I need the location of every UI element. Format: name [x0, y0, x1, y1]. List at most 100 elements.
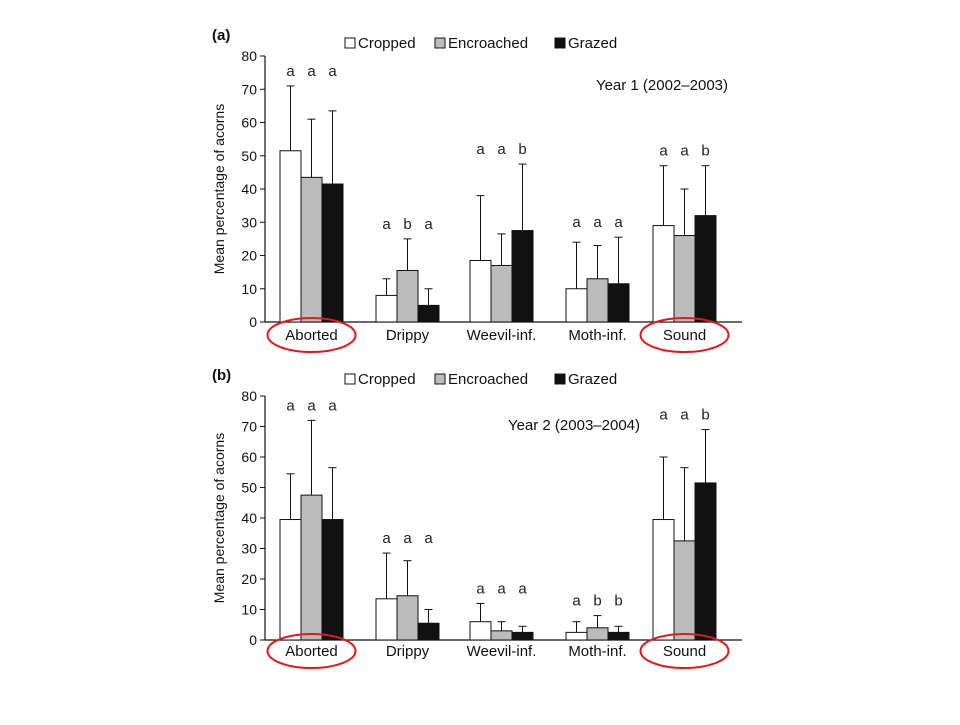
- bar-weevil-inf--encroached: [490, 264, 513, 323]
- significance-letter: a: [307, 397, 316, 414]
- bar-aborted-grazed: [321, 183, 344, 323]
- significance-letter: b: [593, 593, 601, 610]
- bar-drippy-encroached: [396, 269, 419, 323]
- highlight-ellipse: [266, 633, 357, 669]
- significance-letter: a: [497, 580, 506, 597]
- significance-letter: a: [382, 216, 391, 233]
- significance-letter: a: [659, 407, 668, 424]
- year-annotation: Year 2 (2003–2004): [508, 417, 640, 434]
- legend-label-encroached: Encroached: [448, 371, 528, 388]
- bar-sound-grazed: [694, 482, 717, 641]
- significance-letter: a: [680, 143, 689, 160]
- bar-moth-inf--cropped: [565, 631, 588, 641]
- significance-letter: a: [476, 580, 485, 597]
- bar-aborted-grazed: [321, 519, 344, 641]
- bar-drippy-grazed: [417, 304, 440, 323]
- category-label-weevil-inf-: Weevil-inf.: [467, 327, 537, 344]
- legend-label-grazed: Grazed: [568, 371, 617, 388]
- legend-label-grazed: Grazed: [568, 35, 617, 52]
- highlight-ellipse: [639, 633, 730, 669]
- significance-letter: a: [328, 63, 337, 80]
- legend-swatch-encroached: [434, 373, 446, 385]
- y-tick-label: 0: [249, 314, 257, 330]
- year-annotation: Year 1 (2002–2003): [596, 77, 728, 94]
- bar-aborted-encroached: [300, 494, 323, 641]
- category-label-sound: Sound: [663, 643, 706, 660]
- bar-drippy-grazed: [417, 622, 440, 641]
- significance-letter: a: [593, 214, 602, 231]
- legend-swatch-encroached: [434, 37, 446, 49]
- significance-letter: a: [680, 407, 689, 424]
- bar-sound-grazed: [694, 215, 717, 323]
- panel-a: (a) Cropped Encroached Grazed Year 1 (2002–2…: [211, 27, 742, 353]
- category-label-aborted: Aborted: [285, 327, 338, 344]
- y-tick-label: 40: [241, 510, 257, 526]
- panel-label: (a): [212, 27, 230, 44]
- bar-sound-cropped: [652, 519, 675, 641]
- bar-sound-encroached: [673, 235, 696, 323]
- bar-moth-inf--grazed: [607, 283, 630, 323]
- significance-letter: a: [572, 214, 581, 231]
- category-label-aborted: Aborted: [285, 643, 338, 660]
- category-label-drippy: Drippy: [386, 327, 430, 344]
- legend-label-cropped: Cropped: [358, 371, 416, 388]
- y-tick-label: 80: [241, 48, 257, 64]
- bar-moth-inf--cropped: [565, 288, 588, 323]
- y-tick-label: 50: [241, 480, 257, 496]
- bar-moth-inf--encroached: [586, 278, 609, 323]
- significance-letter: b: [701, 407, 709, 424]
- highlight-ellipse: [639, 317, 730, 353]
- legend-swatch-grazed: [554, 373, 566, 385]
- y-axis-label: Mean percentage of acorns: [211, 104, 227, 274]
- y-tick-label: 40: [241, 181, 257, 197]
- y-tick-label: 20: [241, 248, 257, 264]
- significance-letter: a: [659, 143, 668, 160]
- legend-label-cropped: Cropped: [358, 35, 416, 52]
- bar-weevil-inf--encroached: [490, 630, 513, 641]
- category-label-weevil-inf-: Weevil-inf.: [467, 643, 537, 660]
- significance-letter: b: [518, 141, 526, 158]
- legend-swatch-cropped: [344, 373, 356, 385]
- y-tick-label: 80: [241, 388, 257, 404]
- legend-swatch-grazed: [554, 37, 566, 49]
- significance-letter: a: [518, 580, 527, 597]
- y-tick-label: 0: [249, 632, 257, 648]
- significance-letter: a: [572, 593, 581, 610]
- significance-letter: a: [403, 530, 412, 547]
- bar-drippy-cropped: [375, 294, 398, 323]
- bar-weevil-inf--cropped: [469, 621, 492, 641]
- bar-moth-inf--grazed: [607, 631, 630, 641]
- y-tick-label: 60: [241, 449, 257, 465]
- panel-b: (b) Cropped Encroached Grazed Year 2 (2003–2…: [211, 367, 742, 669]
- significance-letter: b: [701, 143, 709, 160]
- y-tick-label: 50: [241, 148, 257, 164]
- y-tick-label: 20: [241, 571, 257, 587]
- bar-sound-cropped: [652, 225, 675, 323]
- significance-letter: a: [424, 216, 433, 233]
- legend-label-encroached: Encroached: [448, 35, 528, 52]
- y-tick-label: 60: [241, 115, 257, 131]
- bar-drippy-encroached: [396, 595, 419, 641]
- significance-letter: b: [403, 216, 411, 233]
- y-tick-label: 70: [241, 419, 257, 435]
- bar-aborted-encroached: [300, 176, 323, 323]
- significance-letter: a: [382, 530, 391, 547]
- significance-letter: a: [307, 63, 316, 80]
- bar-weevil-inf--grazed: [511, 230, 534, 323]
- significance-letter: a: [614, 214, 623, 231]
- significance-letter: a: [328, 397, 337, 414]
- significance-letter: a: [286, 63, 295, 80]
- category-label-drippy: Drippy: [386, 643, 430, 660]
- category-label-moth-inf-: Moth-inf.: [568, 643, 626, 660]
- bar-aborted-cropped: [279, 150, 302, 323]
- significance-letter: a: [424, 530, 433, 547]
- y-tick-label: 10: [241, 602, 257, 618]
- significance-letter: a: [286, 397, 295, 414]
- bar-moth-inf--encroached: [586, 627, 609, 641]
- bar-aborted-cropped: [279, 519, 302, 641]
- y-tick-label: 70: [241, 81, 257, 97]
- panel-label: (b): [212, 367, 231, 384]
- category-label-moth-inf-: Moth-inf.: [568, 327, 626, 344]
